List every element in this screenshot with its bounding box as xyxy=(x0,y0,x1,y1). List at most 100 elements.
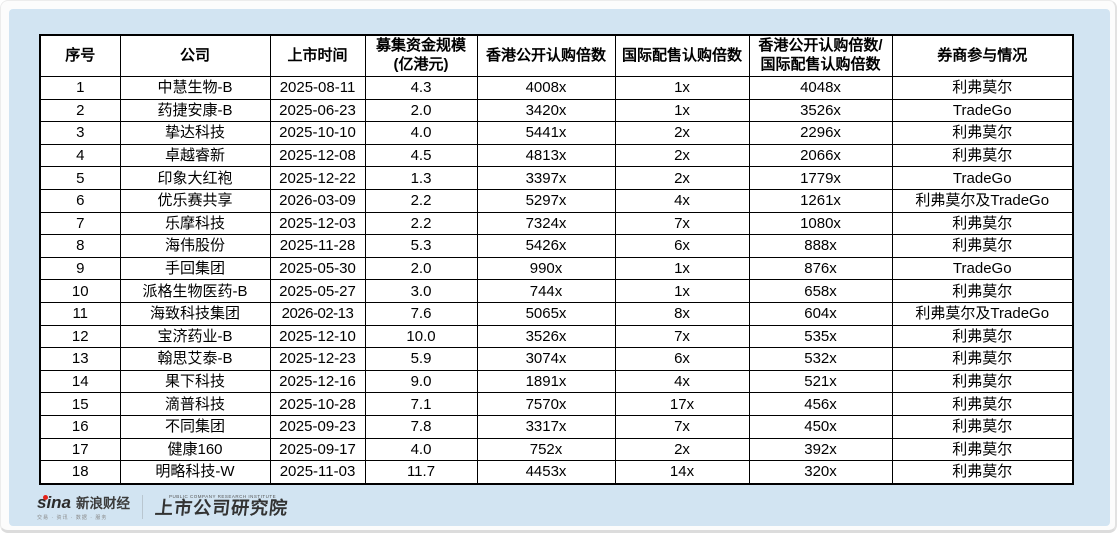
table-cell: 7 xyxy=(39,211,121,236)
table-cell: 利弗莫尔 xyxy=(891,414,1074,439)
table-cell: 3397x xyxy=(476,166,616,190)
table-cell: 4.3 xyxy=(364,76,478,100)
table-cell: 药捷安康-B xyxy=(119,98,271,123)
table-cell: 2025-12-22 xyxy=(269,166,366,190)
footer-logos: sina 新浪财经 交易 · 资讯 · 数据 · 服务 PUBLIC COMPA… xyxy=(37,491,290,523)
table-cell: 1779x xyxy=(748,166,893,190)
table-cell: 752x xyxy=(476,437,616,462)
sina-logo-text: sina xyxy=(37,492,72,512)
institute-name: 上市公司研究院 xyxy=(154,498,290,519)
table-cell: 乐摩科技 xyxy=(119,211,271,236)
table-cell: 5297x xyxy=(476,188,616,213)
table-cell: 1x xyxy=(614,98,750,123)
table-cell: 14x xyxy=(614,460,750,485)
table-cell: 10 xyxy=(39,279,121,303)
table-cell: 3 xyxy=(39,121,121,145)
table-cell: 2025-05-27 xyxy=(269,279,366,303)
table-row: 7 乐摩科技 2025-12-03 2.2 7324x 7x 1080x 利弗莫尔 xyxy=(39,211,1074,236)
table-cell: 14 xyxy=(39,369,121,394)
table-cell: 2.0 xyxy=(364,98,478,123)
table-row: 10 派格生物医药-B 2025-05-27 3.0 744x 1x 658x 利弗莫尔 xyxy=(39,279,1074,303)
table-cell: 2025-12-23 xyxy=(269,347,366,371)
table-cell: 滴普科技 xyxy=(119,392,271,416)
table-cell: 1 xyxy=(39,76,121,100)
table-cell: 5441x xyxy=(476,121,616,145)
header-row: 序号 公司 上市时间 募集资金规模 (亿港元) 香港公开认购倍数 国际配售认购倍数 香港公开… xyxy=(39,34,1074,77)
table-cell: 7570x xyxy=(476,392,616,416)
table-cell: 派格生物医药-B xyxy=(119,279,271,303)
table-cell: 990x xyxy=(476,256,616,281)
table-cell: 9.0 xyxy=(364,369,478,394)
table-cell: 2025-09-17 xyxy=(269,437,366,462)
table-cell: 5.9 xyxy=(364,347,478,371)
table-cell: 利弗莫尔 xyxy=(891,460,1074,485)
table-row: 9 手回集团 2025-05-30 2.0 990x 1x 876x TradeGo xyxy=(39,256,1074,281)
table-cell: 2.2 xyxy=(364,211,478,236)
column-header: 公司 xyxy=(119,34,271,77)
table-cell: 450x xyxy=(748,414,893,439)
table-row: 16 不同集团 2025-09-23 7.8 3317x 7x 450x 利弗莫尔 xyxy=(39,414,1074,439)
sina-finance-logo: sina 新浪财经 交易 · 资讯 · 数据 · 服务 xyxy=(37,494,130,521)
sina-wordmark: sina xyxy=(37,494,71,511)
table-cell: 604x xyxy=(748,301,893,326)
table-cell: 3526x xyxy=(748,98,893,123)
table-cell: 2x xyxy=(614,121,750,145)
table-cell: 翰思艾泰-B xyxy=(119,347,271,371)
table-cell: 12 xyxy=(39,324,121,349)
table-row: 11 海致科技集团 2026-02-13 7.6 5065x 8x 604x 利弗莫尔及Tra… xyxy=(39,301,1074,326)
table-cell: 1x xyxy=(614,256,750,281)
column-header: 上市时间 xyxy=(269,34,366,77)
column-header: 募集资金规模 (亿港元) xyxy=(364,34,478,77)
table-cell: 17x xyxy=(614,392,750,416)
table-cell: 2x xyxy=(614,437,750,462)
table-cell: 15 xyxy=(39,392,121,416)
table-cell: 392x xyxy=(748,437,893,462)
sina-brand-name: 新浪财经 xyxy=(76,495,131,511)
table-cell: 11.7 xyxy=(364,460,478,485)
table-cell: 2x xyxy=(614,166,750,190)
table-cell: 2026-02-13 xyxy=(269,301,366,326)
table-cell: 利弗莫尔 xyxy=(891,76,1074,100)
table-row: 13 翰思艾泰-B 2025-12-23 5.9 3074x 6x 532x 利弗莫尔 xyxy=(39,347,1074,371)
table-cell: 利弗莫尔及TradeGo xyxy=(891,301,1074,326)
table-row: 17 健康160 2025-09-17 4.0 752x 2x 392x 利弗莫尔 xyxy=(39,437,1074,462)
table-cell: 658x xyxy=(748,279,893,303)
table-cell: 1x xyxy=(614,279,750,303)
table-cell: 2.0 xyxy=(364,256,478,281)
research-institute-logo: PUBLIC COMPANY RESEARCH INSTITUTE 上市公司研究… xyxy=(154,493,290,519)
column-header: 国际配售认购倍数 xyxy=(614,34,750,77)
table-cell: 利弗莫尔 xyxy=(891,234,1074,258)
ipo-subscription-table: 序号 公司 上市时间 募集资金规模 (亿港元) 香港公开认购倍数 国际配售认购倍数 香港公开… xyxy=(39,34,1074,485)
table-cell: 11 xyxy=(39,301,121,326)
table-cell: 532x xyxy=(748,347,893,371)
table-cell: 6x xyxy=(614,234,750,258)
table-cell: 7x xyxy=(614,414,750,439)
table-cell: 535x xyxy=(748,324,893,349)
table-cell: 海伟股份 xyxy=(119,234,271,258)
table-cell: 不同集团 xyxy=(119,414,271,439)
table-cell: 2025-08-11 xyxy=(269,76,366,100)
table-cell: 8x xyxy=(614,301,750,326)
table-cell: 7x xyxy=(614,324,750,349)
table-cell: 7.8 xyxy=(364,414,478,439)
table-cell: 16 xyxy=(39,414,121,439)
table-cell: 2x xyxy=(614,143,750,168)
table-cell: TradeGo xyxy=(891,166,1074,190)
table-cell: 4813x xyxy=(476,143,616,168)
table-cell: 10.0 xyxy=(364,324,478,349)
table-header: 序号 公司 上市时间 募集资金规模 (亿港元) 香港公开认购倍数 国际配售认购倍数 香港公开… xyxy=(39,34,1074,77)
table-row: 14 果下科技 2025-12-16 9.0 1891x 4x 521x 利弗莫尔 xyxy=(39,369,1074,394)
table-cell: 4008x xyxy=(476,76,616,100)
institute-caption: PUBLIC COMPANY RESEARCH INSTITUTE xyxy=(169,493,277,499)
column-header: 香港公开认购倍数/ 国际配售认购倍数 xyxy=(748,34,893,77)
table-cell: 7x xyxy=(614,211,750,236)
content-panel: 序号 公司 上市时间 募集资金规模 (亿港元) 香港公开认购倍数 国际配售认购倍数 香港公开… xyxy=(9,9,1110,526)
logo-divider xyxy=(142,495,144,519)
table-cell: 2025-12-03 xyxy=(269,211,366,236)
table-cell: 6x xyxy=(614,347,750,371)
sina-logo-row: sina 新浪财经 xyxy=(37,494,130,511)
table-row: 1 中慧生物-B 2025-08-11 4.3 4008x 1x 4048x 利弗莫尔 xyxy=(39,76,1074,100)
table-cell: 利弗莫尔 xyxy=(891,347,1074,371)
table-cell: 3074x xyxy=(476,347,616,371)
